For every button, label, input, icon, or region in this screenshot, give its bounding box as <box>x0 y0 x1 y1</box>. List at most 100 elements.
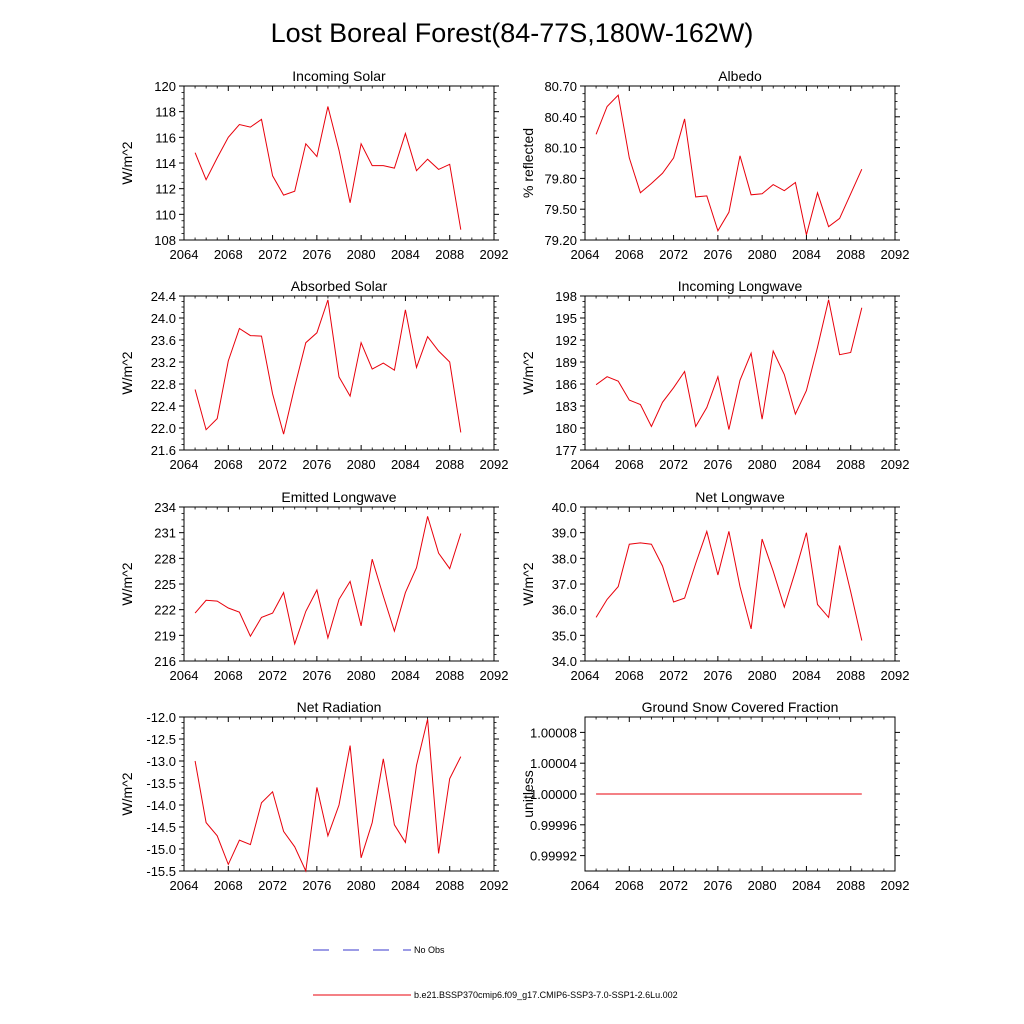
x-tick-label: 2064 <box>170 457 199 472</box>
x-tick-label: 2064 <box>170 878 199 893</box>
x-tick-label: 2092 <box>480 247 509 262</box>
x-tick-label: 2088 <box>435 668 464 683</box>
x-tick-label: 2076 <box>703 247 732 262</box>
y-axis-label: unitless <box>520 770 536 817</box>
panel-6: Net Radiation W/m^2 2064 2068 2072 2076 2080 20… <box>119 699 508 893</box>
x-tick-label: 2068 <box>214 457 243 472</box>
series-line <box>595 529 863 641</box>
plot-frame <box>183 85 495 241</box>
x-tick-label: 2072 <box>258 247 287 262</box>
panel-4: Emitted Longwave W/m^2 2064 2068 2072 2076 208… <box>119 489 508 683</box>
x-tick-label: 2076 <box>302 878 331 893</box>
y-tick-label: 225 <box>154 577 176 592</box>
plot-frame <box>584 716 896 872</box>
legend-obs-label: No Obs <box>414 945 445 955</box>
x-tick-label: 2084 <box>391 457 420 472</box>
panels: Incoming Solar W/m^2 2064 2068 2072 2076 2080 2… <box>119 68 909 893</box>
y-tick-label: 35.0 <box>552 628 577 643</box>
y-tick-label: 36.0 <box>552 603 577 618</box>
panel-title: Incoming Longwave <box>678 278 803 294</box>
y-tick-label: 1.00004 <box>530 756 577 771</box>
x-tick-label: 2088 <box>836 668 865 683</box>
x-tick-label: 2076 <box>703 878 732 893</box>
y-tick-label: 34.0 <box>552 654 577 669</box>
plot-frame <box>584 85 896 241</box>
x-tick-label: 2064 <box>170 247 199 262</box>
y-tick-label: -13.5 <box>146 776 176 791</box>
x-tick-label: 2088 <box>435 878 464 893</box>
y-tick-label: 198 <box>555 289 577 304</box>
y-tick-label: 0.99992 <box>530 849 577 864</box>
plot-frame <box>584 295 896 451</box>
x-tick-label: 2068 <box>615 668 644 683</box>
x-tick-label: 2088 <box>435 457 464 472</box>
y-tick-label: 79.50 <box>544 202 577 217</box>
series-line <box>595 299 863 430</box>
figure-title: Lost Boreal Forest(84-77S,180W-162W) <box>271 18 754 48</box>
y-axis-label: W/m^2 <box>119 141 135 184</box>
x-tick-label: 2080 <box>748 247 777 262</box>
x-tick-label: 2080 <box>748 668 777 683</box>
x-tick-label: 2092 <box>881 457 910 472</box>
x-tick-label: 2080 <box>347 878 376 893</box>
y-tick-label: 79.80 <box>544 171 577 186</box>
panel-2: Absorbed Solar W/m^2 2064 2068 2072 2076 2080 2… <box>119 278 508 472</box>
y-tick-label: -14.0 <box>146 798 176 813</box>
panel-1: Albedo % reflected 2064 2068 2072 2076 2080 208… <box>520 68 909 262</box>
y-tick-label: 114 <box>155 156 176 171</box>
x-tick-label: 2084 <box>391 668 420 683</box>
y-tick-label: -15.5 <box>146 864 176 879</box>
series-line <box>194 719 462 873</box>
y-tick-label: 39.0 <box>552 526 577 541</box>
panel-title: Net Longwave <box>695 489 785 505</box>
y-tick-label: 22.8 <box>151 377 176 392</box>
y-tick-label: 0.99996 <box>530 818 577 833</box>
y-tick-label: 231 <box>154 526 176 541</box>
y-tick-label: 1.00000 <box>530 787 577 802</box>
x-tick-label: 2092 <box>881 668 910 683</box>
plot-frame <box>584 506 896 662</box>
x-tick-label: 2064 <box>571 668 600 683</box>
y-tick-label: 21.6 <box>151 443 176 458</box>
y-tick-label: 108 <box>154 233 176 248</box>
series-line <box>194 299 462 435</box>
y-axis-label: % reflected <box>520 128 536 198</box>
x-tick-label: 2084 <box>391 878 420 893</box>
legend-model-label: b.e21.BSSP370cmip6.f09_g17.CMIP6-SSP3-7.… <box>414 990 678 1000</box>
y-tick-label: 22.4 <box>151 399 176 414</box>
x-tick-label: 2084 <box>792 668 821 683</box>
y-tick-label: 80.40 <box>544 110 577 125</box>
y-tick-label: 192 <box>555 333 577 348</box>
series-line <box>595 94 863 236</box>
y-tick-label: 1.00008 <box>530 725 577 740</box>
x-tick-label: 2072 <box>258 457 287 472</box>
panel-title: Ground Snow Covered Fraction <box>642 699 839 715</box>
y-axis-label: W/m^2 <box>520 351 536 394</box>
y-axis-label: W/m^2 <box>520 562 536 605</box>
y-tick-label: 195 <box>555 311 577 326</box>
x-tick-label: 2068 <box>214 247 243 262</box>
x-tick-label: 2080 <box>347 668 376 683</box>
x-tick-label: 2064 <box>571 457 600 472</box>
y-tick-label: 40.0 <box>552 500 577 515</box>
y-tick-label: 79.20 <box>544 233 577 248</box>
x-tick-label: 2072 <box>659 457 688 472</box>
x-tick-label: 2072 <box>659 668 688 683</box>
x-tick-label: 2080 <box>748 457 777 472</box>
y-tick-label: 189 <box>555 355 577 370</box>
x-tick-label: 2092 <box>881 878 910 893</box>
y-tick-label: 22.0 <box>151 421 176 436</box>
y-tick-label: 38.0 <box>552 551 577 566</box>
y-tick-label: 37.0 <box>552 577 577 592</box>
x-tick-label: 2068 <box>615 247 644 262</box>
y-tick-label: 24.4 <box>151 289 176 304</box>
y-tick-label: 234 <box>154 500 176 515</box>
y-tick-label: 112 <box>155 182 176 197</box>
y-tick-label: 120 <box>154 79 176 94</box>
y-tick-label: 23.2 <box>151 355 176 370</box>
y-tick-label: -12.0 <box>146 710 176 725</box>
panel-title: Absorbed Solar <box>291 278 388 294</box>
panel-3: Incoming Longwave W/m^2 2064 2068 2072 2076 20… <box>520 278 909 472</box>
x-tick-label: 2092 <box>480 668 509 683</box>
